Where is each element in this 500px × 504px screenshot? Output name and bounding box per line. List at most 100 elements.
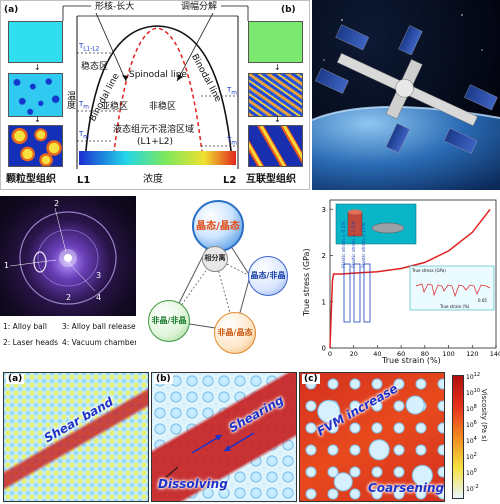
cb-tick-0: 10: [466, 470, 474, 477]
node-bottom-text: 非晶/晶态: [217, 327, 253, 337]
y-tick-label: 2: [322, 252, 326, 260]
t-sub-2: m: [83, 104, 89, 111]
y-tick-label: 0: [322, 345, 326, 353]
legend-releaser: 3: Alloy ball releaser: [62, 322, 136, 331]
sim-tag-a: (a): [6, 374, 25, 384]
t-label-2: T: [79, 100, 84, 108]
sim-shearing: (b) Shearing Dissolving: [151, 372, 297, 502]
cb-tick-2-exp: 2: [473, 452, 477, 458]
cb-tick-2: 10: [466, 454, 474, 461]
t-sub-5: m: [231, 140, 237, 147]
spinodal-line-label: Spinodal line: [129, 70, 187, 80]
node-left-text: 非晶/非晶: [151, 315, 187, 325]
phase-diagram-svg: [62, 5, 249, 169]
unstable-label: 非稳区: [149, 102, 177, 112]
particle-label: 颗粒型组织: [6, 174, 56, 185]
vacuum-chamber-photo: 2 1 3 2 4: [0, 196, 136, 316]
cb-tick-m2: 10: [466, 486, 474, 493]
substable-label: 亚稳区: [101, 102, 129, 112]
cb-tick-8: 10: [466, 406, 474, 413]
right-uniform-square: [248, 21, 303, 63]
callout-2-bottom: 2: [66, 293, 72, 302]
node-amorphous-crystal: 非晶/晶态: [214, 312, 256, 354]
cb-tick-m2-exp: -2: [473, 484, 479, 490]
sim-tag-c: (c): [302, 374, 320, 384]
cb-tick-4-exp: 4: [473, 436, 477, 442]
temp-axis-label: 温度: [65, 91, 75, 109]
down-arrow-icon: ↓: [274, 63, 281, 72]
tag-a: (a): [4, 5, 19, 15]
stress-strain-panel: 0 1 2 3 0 20 40 60 80 100 120 140 Plastic strain = …: [300, 196, 500, 366]
node-top-text: 晶态/晶态: [196, 220, 240, 232]
left-uniform-square: [8, 21, 63, 63]
node-center-text: 相分离: [204, 254, 226, 263]
callout-3: 3: [96, 271, 102, 280]
cb-tick-6-exp: 6: [473, 420, 477, 426]
cb-tick-8-exp: 8: [473, 404, 477, 410]
l2-label: L2: [223, 175, 237, 186]
sim-shear-band: (a) Shear band: [3, 372, 149, 502]
y-tick-label: 1: [322, 298, 326, 306]
x-tick-label: 120: [466, 350, 478, 358]
cb-tick-10-exp: 10: [473, 388, 481, 394]
plastic-1: Plastic strain = 5.5%: [342, 221, 347, 268]
spinodal-decomp-label: 调幅分解: [181, 2, 218, 12]
t-sub-3: m: [83, 134, 89, 141]
stress-curve: [329, 208, 491, 349]
left-particle-square: [8, 125, 63, 167]
inset-y-label: True stress (GPa): [412, 268, 446, 273]
x-tick-label: 20: [350, 350, 358, 358]
x-tick-label: 80: [421, 350, 429, 358]
fvm-increase-label: FVM increase: [314, 381, 401, 439]
immiscible-sub-label: (L1+L2): [137, 137, 174, 147]
viscosity-colorbar: [452, 375, 464, 499]
plastic-3: Plastic strain = 11%: [362, 222, 367, 268]
inset-x-label: True strain (%): [440, 304, 470, 309]
sim-coarsening: (c) FVM increase Coarsening: [299, 372, 445, 502]
callout-1: 1: [4, 261, 10, 270]
tag-b: (b): [281, 5, 296, 15]
cb-tick-12: 10: [466, 374, 474, 381]
sim-tag-b: (b): [154, 374, 173, 384]
cb-tick-4: 10: [466, 438, 474, 445]
x-tick-label: 140: [490, 350, 500, 358]
right-spinodal-square: [248, 73, 303, 117]
t-sub-1: L1-L2: [83, 46, 100, 53]
levitation-panel: 2 1 3 2 4 1: Alloy ball 3: Alloy ball re…: [0, 196, 136, 366]
cb-tick-6: 10: [466, 422, 474, 429]
shear-band-label: Shear band: [41, 394, 116, 446]
shear-arrows: [165, 432, 255, 478]
y-axis-label: True stress (GPa): [302, 248, 311, 316]
down-arrow-icon: ↓: [34, 63, 41, 72]
x-tick-label: 60: [397, 350, 405, 358]
node-right-text: 晶态/非晶: [250, 270, 286, 280]
t-label-5: T: [227, 136, 232, 144]
x-axis-label: True strain (%): [382, 356, 441, 365]
t-sub-4: m: [231, 90, 237, 97]
legend-laser: 2: Laser heads: [3, 338, 59, 347]
phase-network-panel: 晶态/晶态 相分离 晶态/非晶 非晶/非晶 非晶/晶态: [140, 196, 298, 366]
callout-2-top: 2: [54, 199, 60, 208]
x-tick-label: 100: [442, 350, 454, 358]
node-crystal-amorphous: 晶态/非晶: [248, 256, 288, 296]
coarsening-label: Coarsening: [368, 481, 445, 495]
down-arrow-icon: ↓: [34, 115, 41, 124]
metastable-label: 稳态区: [81, 62, 109, 72]
down-arrow-icon: ↓: [274, 115, 281, 124]
plastic-2: Plastic strain = 7.2%: [352, 221, 357, 268]
simulation-panel: (a) Shear band (b) Shearing Dissolving (…: [0, 369, 500, 504]
t-label-4: T: [227, 86, 232, 94]
legend-alloy-ball: 1: Alloy ball: [3, 322, 47, 331]
stress-strain-chart: 0 1 2 3 0 20 40 60 80 100 120 140: [322, 199, 500, 358]
concentration-label: 浓度: [143, 174, 163, 185]
cb-tick-10: 10: [466, 390, 474, 397]
x-tick-label: 0: [328, 350, 332, 358]
t-label-3: T: [79, 130, 84, 138]
x-tick-label: 40: [373, 350, 381, 358]
cb-tick-12-exp: 12: [473, 372, 481, 378]
node-crystal-crystal: 晶态/晶态: [192, 200, 244, 252]
t-label-1: T: [79, 42, 84, 50]
immiscible-label: 液态组元不混溶区域: [113, 125, 195, 135]
node-center: 相分离: [202, 246, 228, 272]
node-amorphous-amorphous: 非晶/非晶: [148, 300, 190, 342]
